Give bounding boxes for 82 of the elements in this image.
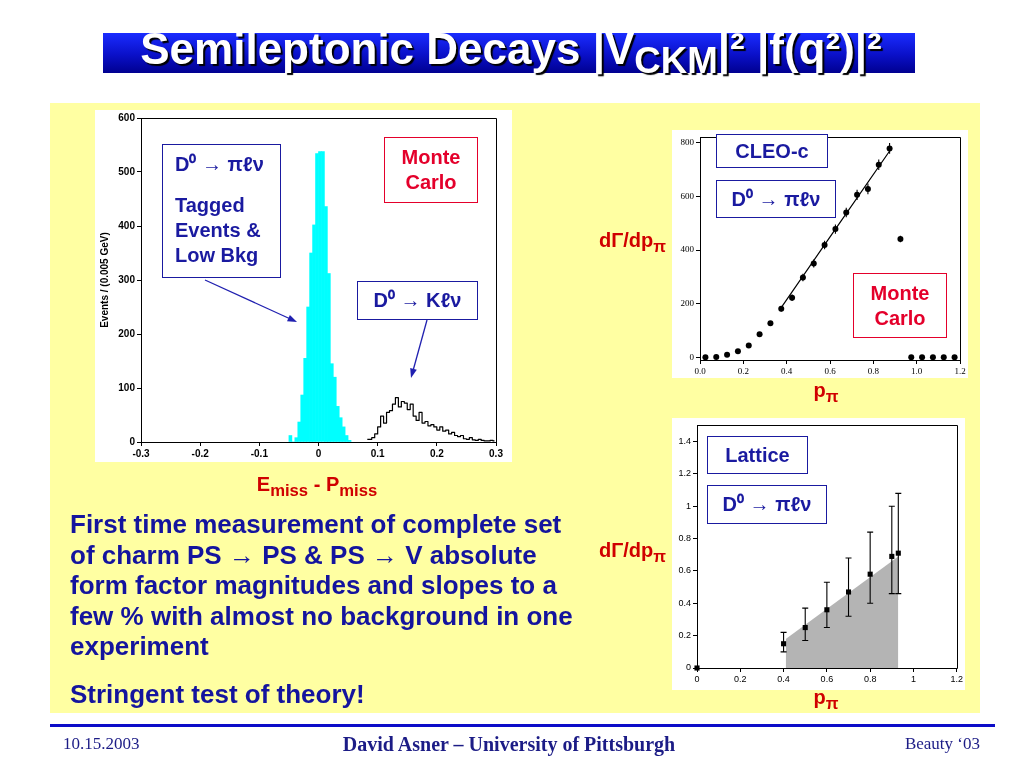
note-box: Monte Carlo — [853, 273, 947, 338]
y-tick-label: 500 — [118, 165, 136, 177]
x-tick-label: 0.0 — [694, 365, 707, 376]
y-axis-title: dΓ/dp$_{π}$ — [599, 539, 666, 567]
y-tick-label: 100 — [118, 381, 136, 393]
y-tick-label: 800 — [680, 137, 695, 148]
x-tick-label: 1 — [910, 673, 916, 684]
text: David Asner – University of Pittsburgh — [342, 732, 676, 756]
point — [756, 331, 763, 338]
x-tick-label: 0.6 — [820, 673, 834, 684]
point — [702, 354, 709, 361]
y-tick-label: 0.2 — [678, 630, 691, 641]
x-tick-label: -0.2 — [191, 447, 210, 459]
x-axis-title: p$_{π}$ — [813, 686, 839, 714]
x-tick-label: 0.8 — [863, 673, 877, 684]
annotation: Lattice — [725, 442, 790, 468]
point — [940, 354, 947, 361]
y-tick-label: 1.2 — [678, 468, 691, 479]
point — [908, 354, 915, 361]
y-tick-label: 200 — [680, 298, 695, 309]
annotation: Monte Carlo — [869, 280, 931, 331]
x-tick-label: 1.2 — [950, 673, 963, 684]
y-tick-label: 400 — [118, 219, 136, 231]
annotation: D⁰ → πℓν — [722, 492, 812, 517]
x-tick-label: 0.4 — [781, 365, 793, 376]
y-tick-label: 1.4 — [678, 436, 691, 447]
annotation: Tagged Events & Low Bkg — [175, 193, 262, 268]
y-tick-label: 0 — [689, 351, 695, 362]
y-tick-label: 0 — [129, 435, 136, 447]
note-box: D⁰ → πℓν Tagged Events & Low Bkg — [162, 144, 281, 278]
note-box: D⁰ → πℓν — [716, 180, 836, 218]
note-box: CLEO-c — [716, 134, 828, 168]
annotation: CLEO-c — [735, 138, 809, 164]
x-tick-label: 0.2 — [429, 447, 445, 459]
point — [724, 351, 731, 358]
y-tick-label: 0.4 — [678, 597, 691, 608]
y-axis-title: Events / (0.005 GeV) — [98, 232, 110, 328]
y-tick-label: 0.6 — [678, 565, 691, 576]
point — [767, 320, 774, 327]
point — [929, 354, 936, 361]
y-tick-label: 1 — [685, 500, 691, 511]
x-tick-label: -0.3 — [132, 447, 151, 459]
text: 10.15.2003 — [63, 734, 140, 754]
y-tick-label: 200 — [118, 327, 136, 339]
y-tick-label: 600 — [118, 111, 136, 123]
point — [734, 348, 741, 355]
text: Stringent test of theory! — [70, 678, 365, 710]
x-tick-label: -0.1 — [250, 447, 269, 459]
x-tick-label: 0.2 — [737, 365, 749, 376]
y-tick-label: 0 — [685, 662, 691, 673]
x-tick-label: 1.0 — [911, 365, 923, 376]
x-tick-label: 0.8 — [867, 365, 880, 376]
text: First time measurement of complete set of charm PS → PS & PS → V absolute form factor magnitudes and slopes to a few % with almost no background in one experiment — [70, 509, 574, 662]
x-tick-label: 0.4 — [777, 673, 790, 684]
y-tick-label: 400 — [680, 244, 695, 255]
y-tick-label: 600 — [680, 190, 695, 201]
note-box: D⁰ → Kℓν — [357, 281, 478, 320]
x-tick-label: 0.1 — [370, 447, 386, 459]
note-box: D⁰ → πℓν — [707, 485, 827, 524]
y-tick-label: 0.8 — [678, 533, 691, 544]
y-tick-label: 300 — [118, 273, 136, 285]
annotation: D⁰ → πℓν — [731, 186, 821, 212]
point — [951, 354, 958, 361]
x-axis-title: p$_{π}$ — [813, 379, 839, 407]
point — [713, 354, 720, 361]
x-tick-label: 0.6 — [824, 365, 837, 376]
x-tick-label: 0.3 — [489, 447, 504, 459]
x-tick-label: 0.2 — [734, 673, 747, 684]
note-box: Lattice — [707, 436, 808, 474]
text: Semileptonic Decays |V$_{CKM}$|² |f(q²)|² — [140, 23, 882, 83]
point — [745, 342, 752, 349]
annotation: D⁰ → πℓν — [175, 152, 264, 177]
point — [919, 354, 926, 361]
x-tick-label: 0 — [315, 447, 322, 459]
annotation: Monte Carlo — [400, 145, 462, 195]
annotation: D⁰ → Kℓν — [373, 288, 462, 313]
x-axis-title: E$_{miss}$ - P$_{miss}$ — [256, 473, 378, 501]
note-box: Monte Carlo — [384, 137, 478, 203]
point — [845, 589, 852, 595]
x-tick-label: 1.2 — [954, 365, 966, 376]
y-axis-title: dΓ/dp$_{π}$ — [599, 229, 666, 257]
text: Beauty ‘03 — [904, 734, 980, 754]
